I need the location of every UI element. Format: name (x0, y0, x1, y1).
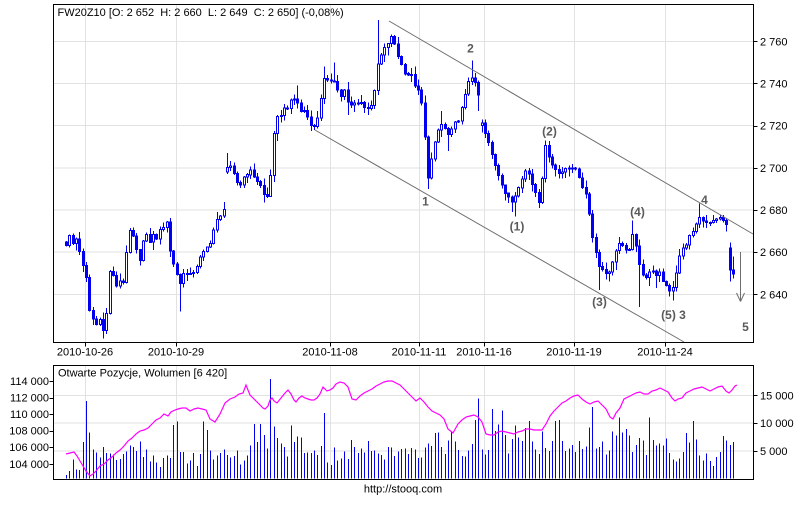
svg-text:2010-11-19: 2010-11-19 (546, 347, 601, 359)
svg-text:http://stooq.com: http://stooq.com (364, 484, 442, 496)
svg-text:(4): (4) (630, 205, 645, 219)
svg-text:(1): (1) (510, 219, 525, 233)
svg-text:2: 2 (467, 41, 474, 55)
svg-text:1: 1 (422, 194, 429, 208)
svg-text:2010-10-29: 2010-10-29 (148, 347, 204, 359)
svg-text:10 000: 10 000 (760, 418, 794, 430)
svg-text:(2): (2) (542, 124, 557, 138)
svg-text:2 660: 2 660 (760, 247, 788, 259)
svg-text:FW20Z10 [O: 2 652 H: 2 660 L: FW20Z10 [O: 2 652 H: 2 660 L: 2 649 C: 2… (58, 7, 344, 19)
svg-text:2010-10-26: 2010-10-26 (57, 347, 113, 359)
svg-text:5 000: 5 000 (760, 446, 788, 458)
svg-text:112 000: 112 000 (10, 393, 49, 405)
svg-text:2010-11-11: 2010-11-11 (392, 347, 447, 359)
svg-text:5: 5 (742, 320, 749, 334)
svg-text:104 000: 104 000 (9, 459, 49, 471)
svg-text:(5) 3: (5) 3 (661, 308, 686, 322)
svg-text:2 740: 2 740 (760, 79, 788, 91)
svg-text:110 000: 110 000 (10, 409, 49, 421)
svg-text:15 000: 15 000 (760, 390, 794, 402)
svg-text:2 680: 2 680 (760, 205, 788, 217)
svg-text:2 760: 2 760 (760, 36, 788, 48)
svg-text:2 720: 2 720 (760, 121, 788, 133)
svg-text:2 640: 2 640 (760, 289, 788, 301)
svg-text:(3): (3) (592, 295, 607, 309)
svg-text:2010-11-08: 2010-11-08 (302, 347, 357, 359)
svg-text:Otwarte Pozycje, Wolumen [6 42: Otwarte Pozycje, Wolumen [6 420] (58, 368, 227, 380)
svg-text:2 700: 2 700 (760, 163, 788, 175)
svg-text:4: 4 (701, 193, 708, 207)
svg-text:114 000: 114 000 (10, 376, 49, 388)
svg-text:2010-11-24: 2010-11-24 (637, 347, 692, 359)
svg-text:2010-11-16: 2010-11-16 (456, 347, 511, 359)
svg-text:106 000: 106 000 (9, 442, 49, 454)
svg-text:108 000: 108 000 (9, 426, 49, 438)
